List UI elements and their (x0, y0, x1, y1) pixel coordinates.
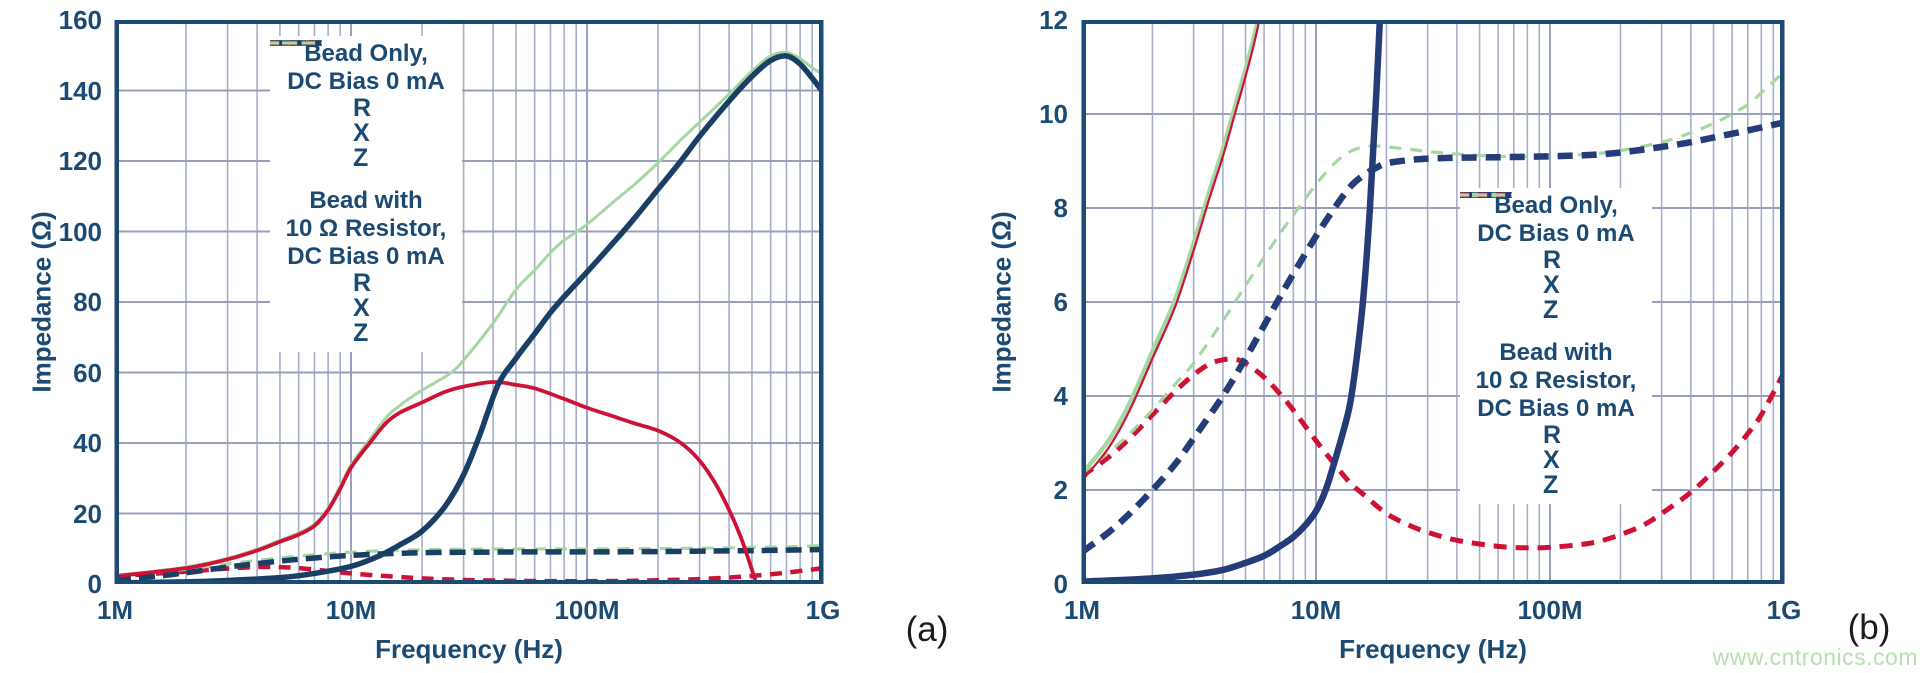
legend-entry-dashed-r: R (270, 40, 462, 297)
watermark: www.cntronics.com (1712, 644, 1918, 670)
legend-entry-dashed-z: Z (1460, 193, 1652, 499)
x-tick-label: 10M (325, 595, 377, 625)
series-curves (1084, 22, 1782, 582)
x-tick-label: 1M (96, 595, 134, 625)
legend-entry-solid-r: R (1460, 192, 1652, 274)
legend-entry-label: X (1543, 446, 1560, 474)
y-tick-label: 12 (1039, 5, 1068, 35)
legend-entry-solid-x: X (270, 41, 462, 147)
series-r-solid (117, 53, 821, 582)
y-tick-label: 0 (1053, 569, 1068, 599)
x-tick-label: 1G (1766, 595, 1802, 625)
legend-entry-solid-x: X (1460, 193, 1652, 299)
series-z-solid (117, 50, 821, 577)
legend-entry-dashed-r: R (1460, 192, 1652, 449)
legend-entry-label: Z (1543, 471, 1559, 499)
x-tick-label: 1G (805, 595, 841, 625)
x-axis-label-b: Frequency (Hz) (1339, 634, 1527, 664)
dashed-line-swatch-icon (1460, 193, 1512, 197)
series-x-solid (117, 380, 758, 582)
y-tick-label: 120 (58, 146, 102, 176)
chart-a-canvas (114, 20, 824, 584)
series-z-dashed (117, 544, 821, 577)
y-tick-label: 20 (73, 498, 102, 529)
legend-entry-solid-z: Z (1460, 192, 1652, 324)
legend-title-line: 10 Ω Resistor, (285, 215, 447, 242)
chart-a-plot-area: Bead Only, DC Bias 0 mA R X Z Bead with … (114, 20, 824, 584)
legend-title-line: DC Bias 0 mA (287, 243, 445, 270)
grid-lines (1081, 20, 1785, 584)
x-tick-label: 10M (1290, 595, 1342, 625)
y-tick-label: 6 (1053, 287, 1068, 317)
legend-entry-label: X (353, 294, 370, 322)
legend-entry-dashed-z: Z (270, 41, 462, 347)
legend-group2-title: Bead with 10 Ω Resistor, DC Bias 0 mA (270, 187, 462, 271)
y-tick-label: 160 (58, 5, 102, 35)
legend-entry-label: Z (353, 319, 369, 347)
legend-entry-label: R (1543, 246, 1562, 274)
dashed-line-swatch-icon (270, 41, 322, 45)
chart-b-canvas (1081, 20, 1785, 584)
series-x-dashed (117, 564, 821, 582)
series-curves (117, 50, 821, 582)
chart-b-legend: Bead Only, DC Bias 0 mA R X Z Bead with … (1460, 188, 1652, 504)
legend-entry-label: R (353, 269, 372, 297)
legend-entry-label: Z (1543, 296, 1559, 324)
legend-title-line: Bead Only, (304, 40, 428, 67)
legend-group1-title: Bead Only, DC Bias 0 mA (270, 40, 462, 96)
panel-label-b: (b) (1847, 608, 1891, 647)
panel-label-a: (a) (905, 610, 949, 649)
series-r-solid (1084, 22, 1384, 582)
legend-entry-label: R (1543, 421, 1562, 449)
legend-group1-title: Bead Only, DC Bias 0 mA (1460, 192, 1652, 248)
x-tick-label: 100M (1517, 595, 1583, 625)
legend-entry-solid-z: Z (270, 41, 462, 172)
legend-title-line: Bead with (309, 187, 423, 214)
legend-entry-label: Z (353, 144, 369, 172)
legend-entry-label: R (353, 94, 372, 122)
y-tick-label: 60 (73, 357, 102, 388)
y-tick-label: 80 (73, 287, 102, 317)
legend-title-line: 10 Ω Resistor, (1475, 367, 1637, 394)
x-axis-label-a: Frequency (Hz) (375, 634, 563, 664)
chart-a-legend: Bead Only, DC Bias 0 mA R X Z Bead with … (270, 36, 462, 352)
legend-title-line: DC Bias 0 mA (1477, 220, 1635, 247)
y-tick-label: 8 (1053, 193, 1068, 223)
legend-entry-label: X (1543, 271, 1560, 299)
series-r-dashed (1084, 119, 1782, 555)
series-x-solid (1084, 22, 1261, 480)
series-x-dashed (1084, 356, 1782, 551)
y-tick-label: 140 (58, 75, 102, 106)
legend-title-line: Bead with (1499, 339, 1613, 366)
y-tick-label: 2 (1053, 475, 1068, 505)
legend-title-line: Bead Only, (1494, 192, 1618, 219)
y-tick-label: 4 (1053, 381, 1068, 411)
legend-group2-title: Bead with 10 Ω Resistor, DC Bias 0 mA (1460, 339, 1652, 423)
legend-entry-label: X (353, 119, 370, 147)
legend-entry-dashed-x: X (270, 40, 462, 322)
chart-b-plot-area: Bead Only, DC Bias 0 mA R X Z Bead with … (1081, 20, 1785, 584)
legend-entry-dashed-x: X (1460, 192, 1652, 474)
legend-title-line: DC Bias 0 mA (287, 68, 445, 95)
legend-title-line: DC Bias 0 mA (1477, 395, 1635, 422)
x-tick-label: 1M (1063, 595, 1101, 625)
legend-entry-solid-r: R (270, 40, 462, 122)
y-tick-label: 100 (58, 216, 102, 247)
y-tick-label: 0 (87, 569, 102, 599)
series-z-solid (1084, 22, 1260, 475)
x-tick-label: 100M (554, 595, 620, 625)
y-tick-label: 10 (1039, 99, 1068, 129)
y-tick-label: 40 (73, 428, 102, 458)
